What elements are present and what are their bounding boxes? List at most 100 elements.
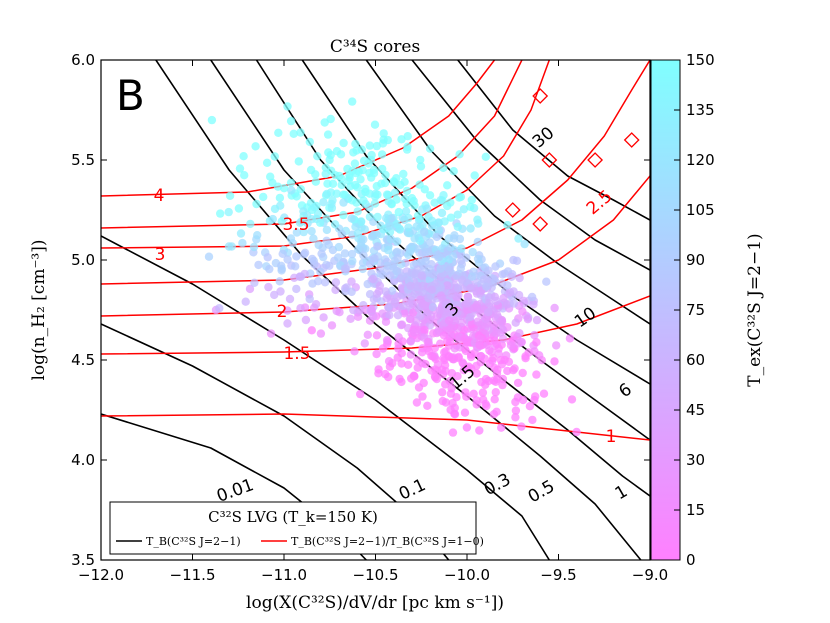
core-point (397, 377, 406, 387)
core-point (481, 399, 490, 409)
core-point (274, 128, 283, 137)
core-point (532, 315, 542, 325)
core-point (425, 264, 434, 274)
core-point (445, 265, 454, 274)
core-point (390, 299, 399, 308)
core-point (215, 304, 224, 313)
core-point (372, 289, 382, 299)
core-point (375, 281, 385, 290)
core-point (550, 303, 559, 313)
y-tick-label: 3.5 (71, 551, 95, 569)
core-point (289, 129, 298, 138)
core-point (347, 287, 356, 297)
core-point (359, 196, 368, 205)
core-point (310, 203, 319, 212)
core-point (365, 203, 374, 212)
core-point (424, 293, 433, 303)
core-point (337, 229, 346, 239)
core-point (498, 380, 507, 390)
y-axis-label: log(n_H₂ [cm⁻³]) (29, 239, 49, 380)
core-point (439, 163, 448, 172)
core-point (417, 348, 427, 357)
red-contour-line (101, 413, 650, 441)
core-point (379, 129, 388, 138)
core-point (527, 292, 537, 302)
core-point (418, 359, 427, 368)
core-point (373, 190, 382, 199)
core-point (355, 306, 364, 315)
core-point (455, 150, 464, 159)
red-contour-line (101, 60, 496, 197)
core-point (407, 292, 417, 301)
core-point (453, 324, 463, 333)
core-point (466, 284, 475, 293)
core-point (365, 290, 375, 299)
core-point (294, 157, 303, 166)
core-point (530, 330, 539, 340)
core-point (386, 234, 395, 244)
core-point (397, 320, 406, 330)
core-point (497, 279, 507, 288)
core-point (385, 311, 394, 320)
x-axis-label: log(X(C³²S)/dV/dr [pc km s⁻¹]) (246, 593, 504, 613)
core-point (414, 383, 424, 392)
red-contour-artifact (541, 152, 558, 168)
core-point (262, 158, 272, 167)
core-point (515, 329, 524, 338)
core-point (238, 238, 247, 248)
core-point (425, 315, 435, 324)
core-point (363, 279, 372, 289)
red-contour-artifact (532, 88, 549, 104)
core-point (430, 343, 439, 353)
core-point (311, 177, 320, 186)
colorbar-tick-label: 90 (686, 251, 705, 269)
x-tick-label: −10.5 (353, 566, 399, 584)
core-point (287, 186, 296, 195)
core-point (340, 249, 350, 258)
core-point (292, 192, 301, 201)
core-point (251, 142, 260, 151)
core-point (299, 207, 308, 216)
core-point (499, 293, 508, 303)
core-point (525, 402, 535, 411)
core-point (446, 213, 456, 222)
core-point (442, 300, 451, 310)
core-point (372, 349, 381, 359)
core-point (399, 169, 408, 179)
core-point (235, 164, 245, 173)
core-point (335, 308, 344, 317)
core-point (292, 252, 301, 261)
core-point (283, 102, 292, 111)
core-point (474, 258, 484, 267)
core-point (462, 392, 471, 401)
core-point (425, 321, 435, 330)
core-point (572, 427, 581, 437)
core-point (340, 264, 350, 273)
core-point (319, 198, 328, 207)
core-point (382, 214, 391, 223)
core-point (350, 159, 360, 168)
core-point (442, 306, 451, 316)
core-point (394, 207, 403, 217)
black-contours (101, 60, 650, 560)
core-point (403, 132, 412, 141)
core-point (491, 277, 500, 286)
core-point (409, 308, 418, 317)
x-tick-label: −10.0 (444, 566, 490, 584)
core-point (539, 389, 549, 398)
core-point (382, 336, 392, 345)
core-point (460, 408, 470, 417)
core-point (241, 297, 250, 306)
core-point (473, 237, 482, 247)
core-point (502, 300, 511, 309)
x-tick-label: −9.0 (632, 566, 668, 584)
y-tick-label: 6.0 (71, 51, 95, 69)
core-point (351, 139, 360, 149)
core-point (416, 162, 426, 171)
core-point (427, 285, 436, 294)
core-point (423, 401, 432, 410)
core-point (381, 170, 390, 180)
colorbar-tick-label: 0 (686, 551, 696, 569)
core-point (400, 215, 409, 225)
core-point (437, 208, 447, 218)
